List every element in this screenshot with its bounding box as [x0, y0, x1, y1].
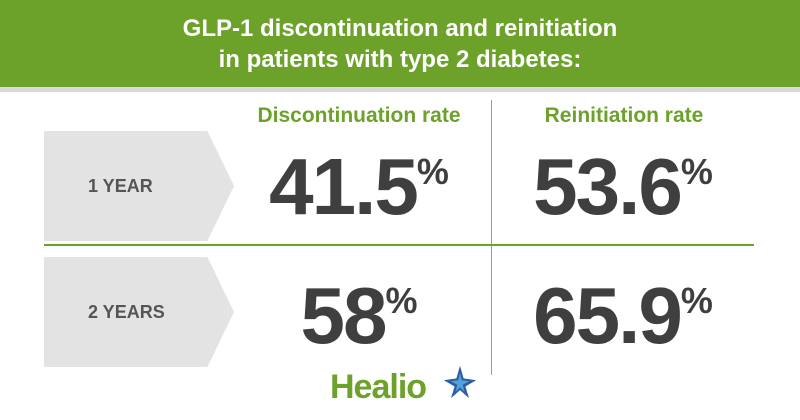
logo-text: Healio — [330, 368, 427, 406]
stat-value: 58 — [300, 271, 388, 360]
stat-value: 65.9 — [533, 271, 683, 360]
percent-sign: % — [416, 151, 449, 192]
stat-2-years-discontinuation: 58% — [246, 276, 472, 356]
stat-1-year-reinitiation: 53.6% — [510, 147, 736, 227]
column-header-reinitiation: Reinitiation rate — [544, 104, 704, 127]
percent-sign: % — [385, 280, 418, 321]
row-label-2-years: 2 YEARS — [44, 257, 234, 367]
percent-sign: % — [680, 280, 713, 321]
stat-2-years-reinitiation: 65.9% — [510, 276, 736, 356]
row-divider — [44, 244, 754, 246]
column-divider — [491, 100, 492, 375]
row-label-text: 1 YEAR — [88, 175, 153, 196]
title-banner: GLP-1 discontinuation and reinitiation i… — [0, 0, 800, 87]
stat-value: 41.5 — [269, 142, 419, 231]
healio-logo: Healio — [330, 364, 480, 408]
row-label-1-year: 1 YEAR — [44, 131, 234, 241]
page-title-line1: GLP-1 discontinuation and reinitiation — [182, 15, 618, 42]
stat-1-year-discontinuation: 41.5% — [246, 147, 472, 227]
stat-value: 53.6 — [533, 142, 683, 231]
page-title-line2: in patients with type 2 diabetes: — [218, 46, 582, 73]
banner-divider — [0, 87, 800, 92]
row-label-text: 2 YEARS — [88, 301, 165, 322]
percent-sign: % — [680, 151, 713, 192]
star-icon — [443, 365, 477, 399]
column-header-discontinuation: Discontinuation rate — [257, 104, 461, 127]
